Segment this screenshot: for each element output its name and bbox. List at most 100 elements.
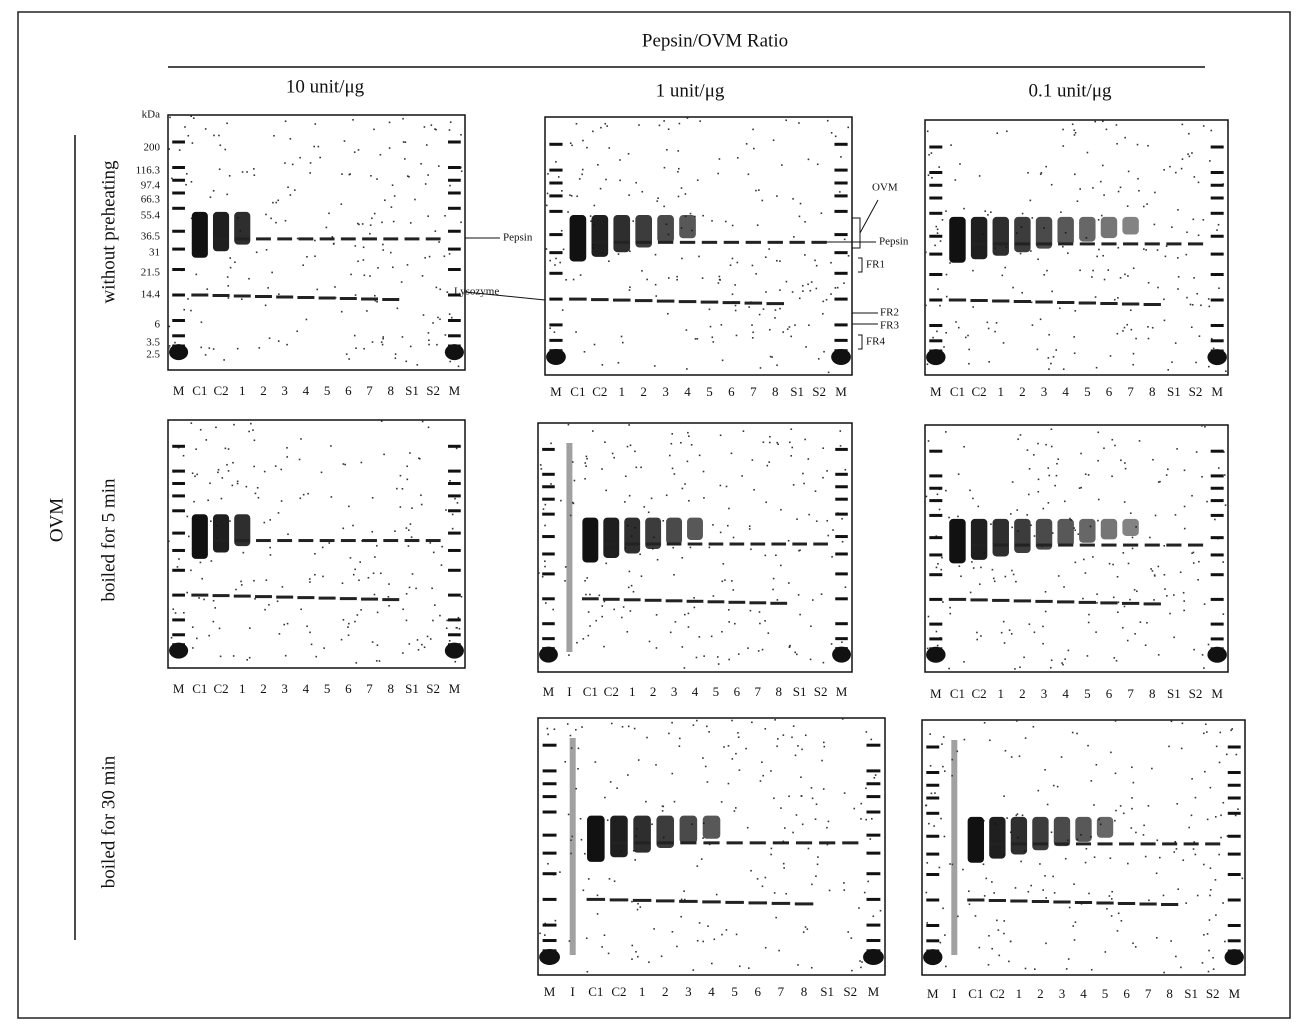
speckle xyxy=(406,175,409,177)
marker-band xyxy=(542,769,557,773)
speckle xyxy=(1177,288,1179,290)
lysozyme-band xyxy=(1143,303,1161,306)
marker-front xyxy=(546,348,566,365)
speckle xyxy=(1132,363,1135,366)
speckle xyxy=(1050,183,1053,186)
speckle xyxy=(581,168,584,171)
speckle xyxy=(1010,756,1013,758)
speckle xyxy=(424,183,427,185)
speckle xyxy=(432,619,434,622)
speckle xyxy=(407,529,410,532)
speckle xyxy=(374,294,376,297)
speckle xyxy=(756,878,759,880)
marker-band xyxy=(929,449,943,453)
marker-band xyxy=(448,166,461,169)
speckle xyxy=(945,273,948,276)
speckle xyxy=(587,634,590,637)
speckle xyxy=(430,124,433,126)
lane-label: M xyxy=(544,984,556,999)
protein-blob xyxy=(1122,216,1139,235)
speckle xyxy=(1042,507,1045,510)
speckle xyxy=(804,221,806,223)
lane-label: 1 xyxy=(629,684,636,699)
speckle xyxy=(168,325,171,328)
speckle xyxy=(617,253,620,255)
speckle xyxy=(434,230,437,232)
speckle xyxy=(1129,512,1132,515)
speckle xyxy=(1050,831,1053,834)
speckle xyxy=(360,609,362,611)
speckle xyxy=(352,573,355,576)
marker-band xyxy=(448,618,461,622)
speckle xyxy=(1127,275,1129,277)
speckle xyxy=(1116,332,1119,335)
pepsin-band xyxy=(1079,242,1095,246)
speckle xyxy=(721,359,724,362)
lane-label: 5 xyxy=(1102,986,1109,1001)
speckle xyxy=(592,430,594,432)
speckle xyxy=(245,485,248,488)
speckle xyxy=(941,556,943,559)
speckle xyxy=(596,894,599,897)
protein-blob xyxy=(1014,518,1031,554)
speckle xyxy=(844,586,847,588)
speckle xyxy=(624,501,626,503)
speckle xyxy=(619,179,621,182)
speckle xyxy=(345,353,348,355)
marker-band xyxy=(866,769,881,773)
speckle xyxy=(227,297,230,299)
speckle xyxy=(593,204,596,207)
speckle xyxy=(362,246,365,249)
speckle xyxy=(597,164,599,166)
speckle xyxy=(817,358,820,360)
marker-band xyxy=(929,273,943,276)
speckle xyxy=(200,321,203,324)
speckle xyxy=(1180,966,1182,969)
lane-label: S2 xyxy=(1206,986,1220,1001)
speckle xyxy=(584,477,586,480)
speckle xyxy=(689,546,692,549)
marker-band xyxy=(172,334,185,338)
speckle xyxy=(209,520,212,523)
speckle xyxy=(982,863,985,866)
pepsin-band xyxy=(645,542,661,546)
speckle xyxy=(757,650,760,652)
speckle xyxy=(361,223,364,225)
speckle xyxy=(1054,484,1056,487)
pepsin-band xyxy=(792,542,807,546)
speckle xyxy=(1241,877,1244,880)
speckle xyxy=(388,583,390,585)
speckle xyxy=(190,309,192,312)
pepsin-band xyxy=(1011,842,1027,846)
speckle xyxy=(208,634,210,637)
speckle xyxy=(562,248,565,251)
lane-label: 8 xyxy=(388,383,395,398)
speckle xyxy=(300,438,302,440)
marker-band xyxy=(448,229,461,233)
lane-label: 6 xyxy=(734,684,741,699)
speckle xyxy=(443,255,446,258)
speckle xyxy=(309,631,311,634)
speckle xyxy=(673,573,675,576)
speckle xyxy=(929,765,932,767)
speckle xyxy=(1095,366,1098,369)
speckle xyxy=(801,748,803,751)
speckle xyxy=(309,581,311,583)
speckle xyxy=(404,141,407,143)
marker-band xyxy=(542,535,555,539)
lane-label: 7 xyxy=(1127,384,1134,399)
lane-label: I xyxy=(952,986,956,1001)
speckle xyxy=(354,294,357,296)
speckle xyxy=(1203,933,1205,936)
speckle xyxy=(680,898,683,901)
speckle xyxy=(673,800,676,803)
speckle xyxy=(567,211,569,213)
speckle xyxy=(435,128,437,131)
speckle xyxy=(1181,123,1184,126)
speckle xyxy=(286,622,289,625)
lysozyme-band xyxy=(318,596,336,600)
speckle xyxy=(601,364,604,366)
speckle xyxy=(653,928,655,930)
speckle xyxy=(976,638,978,641)
speckle xyxy=(1009,513,1012,515)
